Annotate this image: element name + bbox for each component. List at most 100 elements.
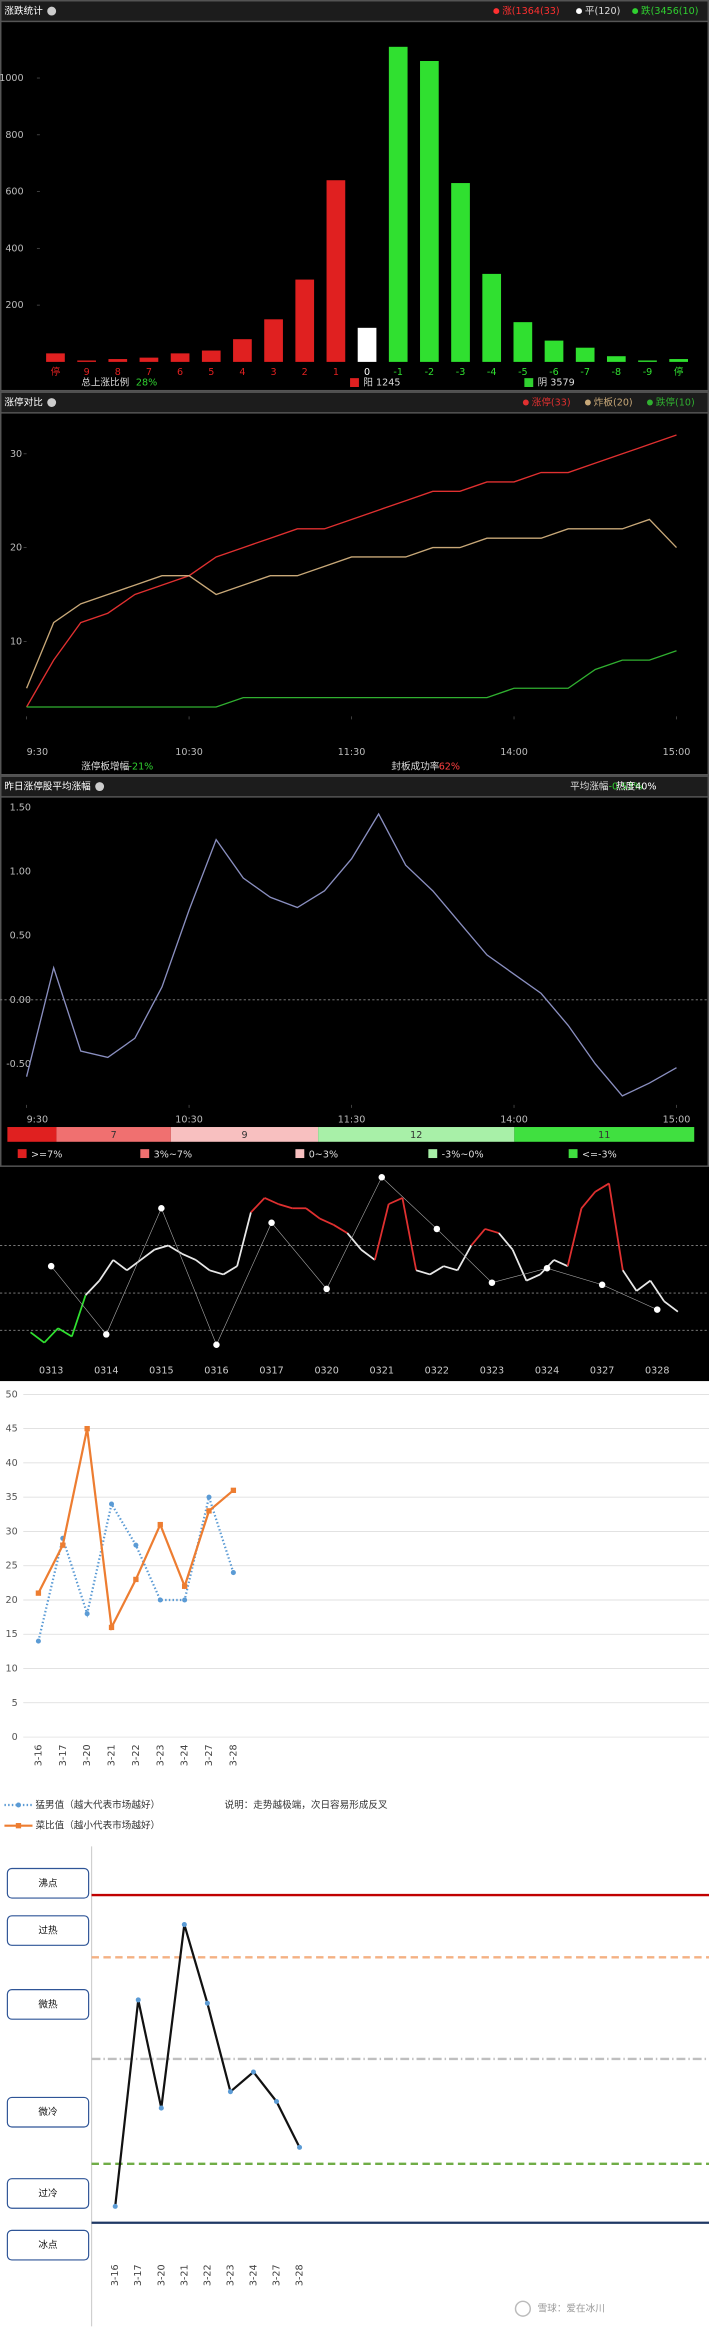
x-tick-label: 3-22 xyxy=(131,1744,142,1766)
bar xyxy=(513,322,533,362)
level-label: 冰点 xyxy=(38,2239,58,2251)
dot xyxy=(213,1341,220,1348)
dark-background xyxy=(0,0,709,1382)
legend-marker xyxy=(15,1802,21,1808)
legend-square xyxy=(140,1149,150,1159)
series-line xyxy=(37,1428,235,1632)
point xyxy=(206,1494,212,1500)
point xyxy=(230,1487,237,1493)
y-tick-label: -0.50 xyxy=(6,1059,31,1070)
y-tick-label: 0.50 xyxy=(10,931,31,942)
point xyxy=(158,2105,164,2111)
dot xyxy=(268,1219,275,1226)
summary-label: 总上涨比例 xyxy=(81,377,129,389)
dot-link xyxy=(50,1176,658,1346)
x-tick-label: 3-27 xyxy=(272,2264,283,2286)
x-tick-label: 0322 xyxy=(425,1366,449,1377)
line-segment xyxy=(566,1208,583,1267)
legend-square xyxy=(428,1149,438,1159)
panel-header xyxy=(0,775,709,798)
footer-label: 封板成功率 xyxy=(391,761,439,773)
point xyxy=(84,1425,90,1432)
line-segment xyxy=(140,1248,156,1261)
x-tick-label: -3 xyxy=(456,367,466,378)
line-segment xyxy=(443,1265,458,1272)
distribution-segment xyxy=(56,1127,171,1142)
line-segment xyxy=(415,1269,431,1276)
legend-marker xyxy=(522,399,529,406)
bar xyxy=(606,356,626,362)
y-tick-label: 20 xyxy=(10,543,22,554)
x-tick-label: -8 xyxy=(612,367,622,378)
x-tick-label: 停 xyxy=(51,366,61,378)
point xyxy=(108,1624,115,1631)
y-tick-label: 25 xyxy=(6,1561,18,1572)
line-segment xyxy=(319,1217,334,1226)
dot xyxy=(433,1225,441,1233)
dot xyxy=(653,1306,661,1313)
x-tick-label: 9 xyxy=(84,367,90,378)
note: 说明：走势越极端，次日容易形成反叉 xyxy=(225,1799,388,1811)
legend-label: 菜比值（越小代表市场越好） xyxy=(35,1820,160,1832)
dot xyxy=(488,1279,496,1286)
bar xyxy=(170,353,190,362)
panel-title: 涨跌统计 xyxy=(4,5,43,17)
x-tick-label: 3-24 xyxy=(248,2264,259,2286)
x-tick-label: 3-22 xyxy=(202,2264,213,2286)
x-tick-label: -5 xyxy=(518,367,528,378)
y-tick-label: 10 xyxy=(10,636,22,647)
dot xyxy=(543,1264,551,1272)
level-label: 微冷 xyxy=(38,2106,58,2118)
distribution-segment xyxy=(318,1127,515,1142)
stat-label: 热度40% xyxy=(616,781,657,793)
info-icon xyxy=(95,782,105,791)
point xyxy=(133,1542,139,1548)
line-segment xyxy=(456,1245,473,1271)
y-tick-label: 20 xyxy=(6,1595,18,1606)
x-tick-label: 4 xyxy=(239,367,245,378)
point xyxy=(250,2069,256,2075)
x-tick-label: 0321 xyxy=(370,1366,394,1377)
dot xyxy=(378,1173,386,1181)
line-segment xyxy=(84,1280,101,1296)
x-tick-label: 3 xyxy=(271,367,277,378)
bar xyxy=(46,353,65,362)
line-segment xyxy=(264,1197,279,1205)
bar xyxy=(482,273,502,362)
line-segment xyxy=(553,1259,569,1267)
x-tick-label: 0324 xyxy=(535,1366,559,1377)
line-segment xyxy=(511,1249,528,1281)
distribution-segment xyxy=(514,1127,695,1142)
summary-value: 28% xyxy=(136,378,157,389)
x-tick-label: 3-23 xyxy=(225,2264,236,2286)
point xyxy=(273,2098,280,2105)
x-tick-label: 0328 xyxy=(645,1366,669,1377)
legend-square xyxy=(524,378,534,388)
legend-label: 阳 1245 xyxy=(363,378,400,389)
legend-marker xyxy=(584,399,591,406)
x-tick-label: 0313 xyxy=(39,1366,63,1377)
x-tick-label: 3-28 xyxy=(295,2264,306,2286)
x-tick-label: 0315 xyxy=(149,1366,173,1377)
legend-label: 3%~7% xyxy=(154,1149,192,1160)
line-segment xyxy=(401,1197,418,1271)
legend-label: 平(120) xyxy=(585,6,620,17)
point xyxy=(157,1521,163,1528)
info-icon xyxy=(47,6,57,16)
series-line xyxy=(26,650,677,708)
y-tick-label: 40 xyxy=(6,1458,18,1469)
y-tick-label: 1.50 xyxy=(10,803,31,814)
x-tick-label: 3-23 xyxy=(155,1744,166,1766)
x-tick-label: 7 xyxy=(146,367,152,378)
x-tick-label: -9 xyxy=(643,367,653,378)
distribution-count: 9 xyxy=(241,1130,247,1141)
legend-label: 炸板(20) xyxy=(594,397,633,409)
point xyxy=(35,1638,41,1644)
legend-label: <=-3% xyxy=(582,1149,617,1160)
watermark: 雪球：爱在冰川 xyxy=(538,2303,605,2315)
x-tick-label: 3-21 xyxy=(107,1744,118,1766)
dot xyxy=(158,1205,165,1212)
x-tick-label: 11:30 xyxy=(338,747,366,758)
line-segment xyxy=(154,1244,169,1251)
